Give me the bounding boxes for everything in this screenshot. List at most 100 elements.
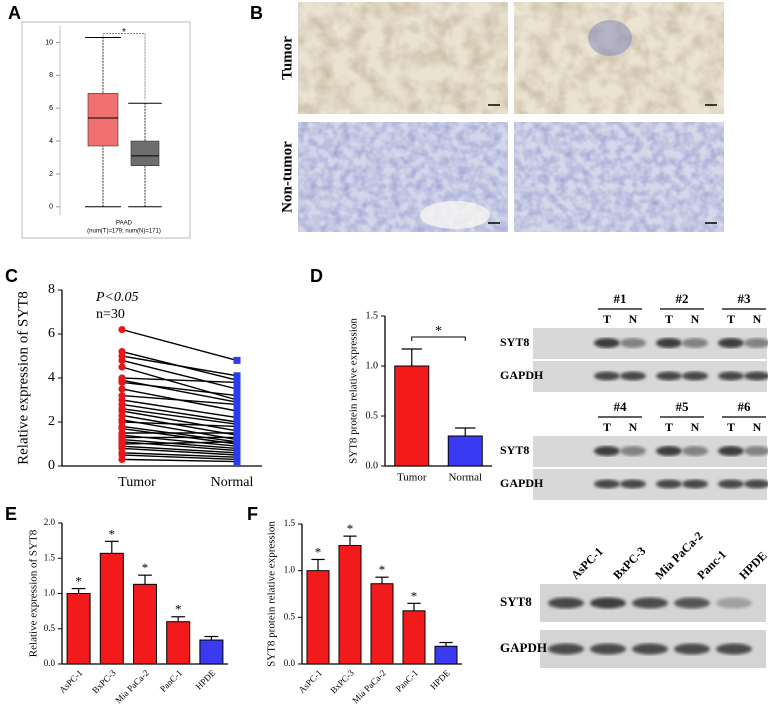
blot-band bbox=[674, 643, 710, 655]
blot-band bbox=[548, 643, 584, 655]
y-tick-label: 6 bbox=[48, 326, 55, 341]
blot-band bbox=[718, 479, 744, 489]
y-tick-label: 1.0 bbox=[284, 565, 296, 575]
bar bbox=[402, 610, 426, 665]
blot-band bbox=[682, 479, 708, 489]
pair-line bbox=[121, 381, 238, 397]
blot-band bbox=[674, 597, 710, 609]
x-tick-label: Mia PaCa-2 bbox=[113, 668, 151, 706]
significance: * bbox=[411, 588, 418, 603]
pair-line bbox=[121, 399, 238, 419]
row-label: GAPDH bbox=[500, 368, 544, 382]
y-axis-label: Relative expression of SYT8 bbox=[15, 291, 31, 465]
x-tick-label: HPDE bbox=[194, 667, 218, 691]
blot-band bbox=[548, 597, 584, 609]
tumor-point bbox=[118, 356, 126, 364]
normal-point bbox=[233, 378, 241, 386]
blot-band bbox=[656, 446, 682, 456]
blot-band bbox=[744, 338, 768, 348]
y-axis-label: Relative expression of SYT8 bbox=[28, 529, 40, 657]
bar bbox=[133, 583, 157, 665]
normal-point bbox=[233, 372, 241, 380]
y-tick-label: 0 bbox=[48, 458, 55, 473]
row-label: GAPDH bbox=[500, 640, 547, 655]
bar bbox=[370, 583, 394, 665]
pair-line bbox=[121, 425, 238, 443]
y-axis-label: SYT8 protein relative expression bbox=[266, 521, 278, 667]
panel-letter: C bbox=[5, 266, 18, 286]
annotation: n=30 bbox=[96, 307, 125, 322]
pair-line bbox=[121, 441, 238, 445]
pair-line bbox=[121, 414, 238, 436]
bar bbox=[338, 544, 362, 665]
tissue-texture bbox=[514, 2, 724, 114]
tissue-texture bbox=[514, 122, 724, 232]
group-label: #3 bbox=[738, 291, 752, 306]
lane-label: N bbox=[629, 420, 638, 434]
y-tick-label: 10 bbox=[45, 39, 53, 46]
pair-line bbox=[121, 379, 238, 403]
significance: * bbox=[347, 521, 354, 536]
blot-band bbox=[594, 371, 620, 381]
x-tick-label: BxPC-3 bbox=[328, 667, 356, 695]
y-tick-label: 1.5 bbox=[284, 518, 296, 528]
pair-line bbox=[121, 447, 238, 456]
y-tick-label: 1.5 bbox=[366, 310, 379, 321]
group-label: #4 bbox=[614, 399, 628, 414]
normal-point bbox=[233, 422, 241, 430]
pair-line bbox=[121, 377, 238, 384]
panel-letter: F bbox=[247, 504, 258, 524]
normal-point bbox=[233, 414, 241, 422]
y-tick-label: 1.5 bbox=[44, 552, 56, 562]
annotation: P<0.05 bbox=[95, 290, 139, 305]
row-label: SYT8 bbox=[500, 443, 529, 457]
blot-band bbox=[718, 446, 744, 456]
significance: * bbox=[122, 27, 126, 38]
pair-line bbox=[121, 445, 238, 454]
normal-point bbox=[233, 385, 241, 393]
blot-band bbox=[632, 643, 668, 655]
blot-band bbox=[716, 597, 752, 609]
y-tick-label: 0.0 bbox=[366, 460, 379, 471]
blot-band bbox=[744, 479, 768, 489]
blot-band bbox=[620, 479, 646, 489]
blot-band bbox=[620, 446, 646, 456]
tumor-point bbox=[118, 455, 126, 463]
y-tick-label: 0.5 bbox=[366, 410, 379, 421]
y-tick-label: 0.0 bbox=[44, 658, 56, 668]
blot-band bbox=[594, 338, 620, 348]
row-label: Tumor bbox=[279, 36, 295, 80]
panel-frame bbox=[21, 21, 191, 239]
group-label: #2 bbox=[676, 291, 689, 306]
panel-letter: D bbox=[310, 266, 323, 286]
panel-letter: B bbox=[250, 3, 263, 23]
lane-label: N bbox=[629, 312, 638, 326]
lane-label: N bbox=[691, 420, 700, 434]
y-tick-label: 2 bbox=[48, 414, 55, 429]
lane-label: BxPC-3 bbox=[610, 544, 648, 582]
pair-line bbox=[121, 427, 238, 445]
x-tick-label: Tumor bbox=[118, 475, 156, 490]
significance-bracket bbox=[411, 336, 466, 341]
blot-band bbox=[744, 446, 768, 456]
pair-line bbox=[121, 403, 238, 423]
bar bbox=[306, 570, 330, 665]
blot-band bbox=[718, 338, 744, 348]
normal-point bbox=[233, 438, 241, 446]
y-tick-label: 2 bbox=[49, 171, 53, 178]
row-label: Non-tumor bbox=[279, 141, 295, 213]
blot-band bbox=[716, 643, 752, 655]
blot-band bbox=[594, 479, 620, 489]
box bbox=[130, 140, 160, 166]
blot-band bbox=[682, 446, 708, 456]
x-tick-label: Normal bbox=[448, 472, 482, 484]
significance: * bbox=[315, 544, 322, 559]
panel-letter: A bbox=[8, 3, 21, 23]
y-tick-label: 0 bbox=[49, 204, 53, 211]
significance: * bbox=[175, 602, 182, 617]
row-label: GAPDH bbox=[500, 476, 544, 490]
y-tick-label: 4 bbox=[48, 370, 55, 385]
pair-line bbox=[121, 458, 238, 463]
